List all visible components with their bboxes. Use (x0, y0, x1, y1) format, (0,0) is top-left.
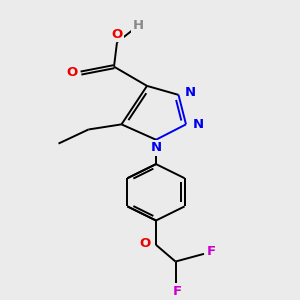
Text: F: F (172, 284, 182, 298)
Text: F: F (207, 245, 216, 258)
Text: O: O (111, 28, 123, 41)
Text: H: H (132, 19, 144, 32)
Text: N: N (184, 86, 196, 99)
Text: O: O (66, 66, 78, 79)
Text: O: O (139, 237, 150, 250)
Text: N: N (193, 118, 204, 131)
Text: N: N (150, 141, 162, 154)
